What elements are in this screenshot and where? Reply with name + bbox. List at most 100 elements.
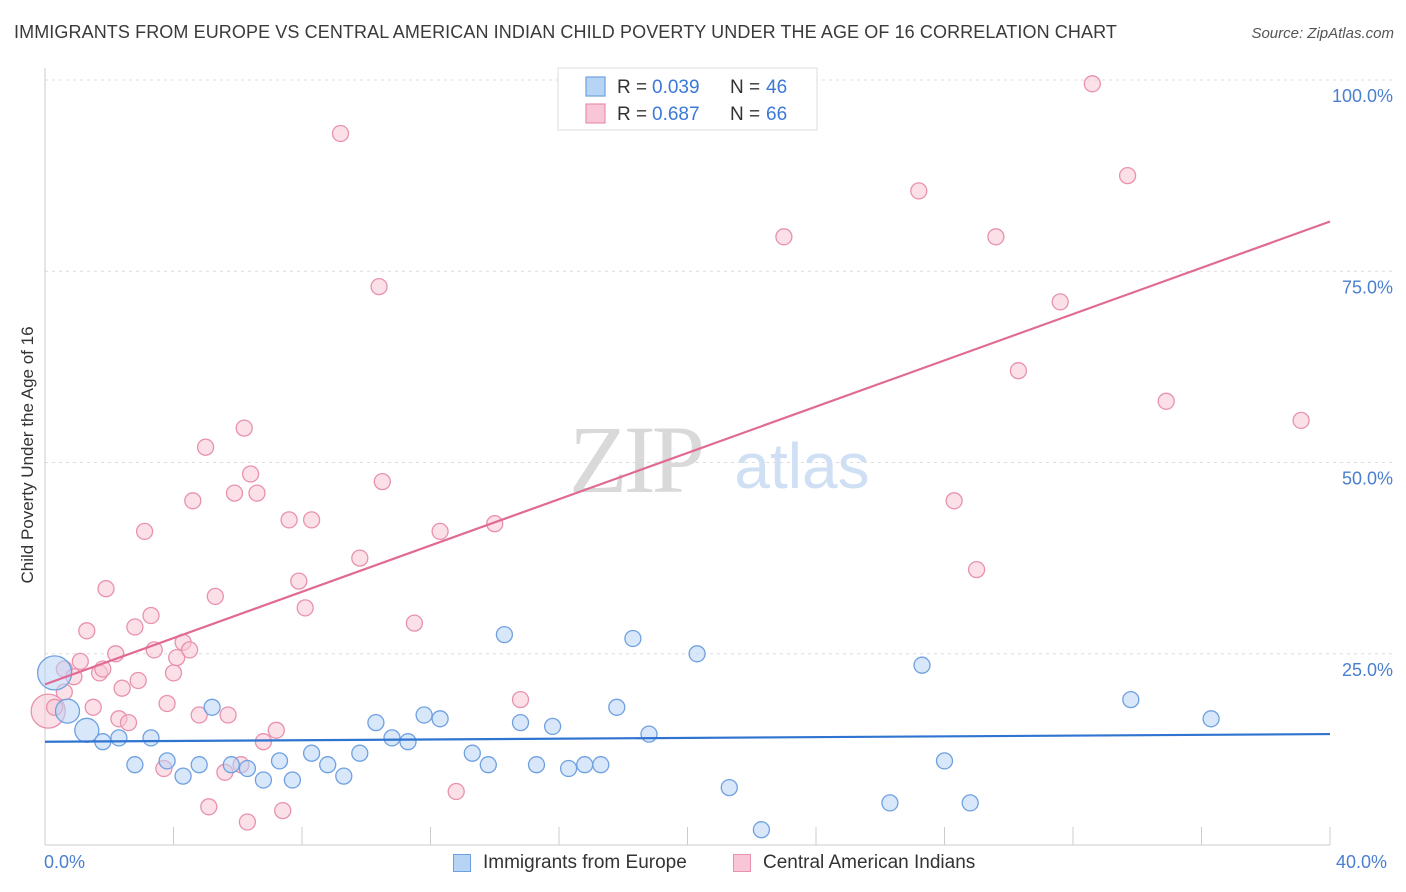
immigrants-from-europe-point[interactable] bbox=[527, 756, 546, 774]
immigrants-from-europe-point[interactable] bbox=[495, 625, 514, 644]
central-american-indians-point[interactable] bbox=[302, 511, 321, 529]
immigrants-from-europe-point[interactable] bbox=[254, 771, 273, 789]
central-american-indians-point[interactable] bbox=[775, 228, 793, 246]
immigrants-from-europe-point[interactable] bbox=[351, 744, 369, 762]
immigrants-from-europe-point[interactable] bbox=[270, 752, 289, 770]
legend-item-central-american-indians[interactable]: Central American Indians bbox=[733, 852, 975, 874]
immigrants-from-europe-point[interactable] bbox=[624, 629, 642, 648]
central-american-indians-point[interactable] bbox=[248, 484, 266, 502]
central-american-indians-point[interactable] bbox=[129, 671, 147, 690]
immigrants-from-europe-point[interactable] bbox=[559, 759, 578, 778]
central-american-indians-point[interactable] bbox=[225, 484, 244, 502]
central-american-indians-point[interactable] bbox=[113, 679, 131, 697]
immigrants-from-europe-point[interactable] bbox=[640, 725, 658, 743]
central-american-indians-point[interactable] bbox=[190, 706, 208, 724]
central-american-indians-point[interactable] bbox=[238, 813, 257, 831]
central-american-indians-point[interactable] bbox=[447, 782, 465, 801]
immigrants-from-europe-point[interactable] bbox=[399, 733, 417, 751]
central-american-indians-point[interactable] bbox=[184, 492, 202, 510]
central-american-indians-point[interactable] bbox=[84, 698, 102, 716]
immigrants-from-europe-point[interactable] bbox=[881, 794, 899, 812]
immigrants-from-europe-point[interactable] bbox=[126, 756, 144, 774]
immigrants-from-europe-point[interactable] bbox=[543, 717, 562, 736]
central-american-indians-point[interactable] bbox=[200, 798, 218, 816]
central-american-indians-point[interactable] bbox=[219, 706, 237, 724]
central-american-indians-point[interactable] bbox=[158, 694, 176, 713]
immigrants-from-europe-point[interactable] bbox=[158, 752, 176, 770]
central-american-indians-point[interactable] bbox=[267, 721, 285, 739]
central-american-indians-point[interactable] bbox=[206, 587, 224, 606]
central-american-indians-point[interactable] bbox=[1009, 362, 1028, 380]
immigrants-from-europe-point[interactable] bbox=[511, 713, 530, 732]
immigrants-from-europe-point[interactable] bbox=[190, 756, 208, 774]
central-american-indians-point[interactable] bbox=[373, 472, 391, 491]
immigrants-from-europe-point[interactable] bbox=[479, 756, 497, 774]
immigrants-from-europe-point[interactable] bbox=[576, 756, 594, 774]
central-american-indians-point[interactable] bbox=[241, 465, 260, 483]
central-american-indians-point[interactable] bbox=[254, 733, 273, 751]
immigrants-from-europe-point[interactable] bbox=[283, 771, 302, 789]
central-american-indians-point[interactable] bbox=[1157, 392, 1175, 410]
immigrants-from-europe-point[interactable] bbox=[367, 713, 385, 732]
trend-line-immigrants-from-europe bbox=[44, 732, 1331, 743]
central-american-indians-point[interactable] bbox=[405, 614, 424, 632]
immigrants-from-europe-point[interactable] bbox=[688, 645, 706, 663]
central-american-indians-point[interactable] bbox=[511, 690, 530, 709]
immigrants-from-europe-point[interactable] bbox=[592, 756, 610, 774]
immigrants-from-europe-point[interactable] bbox=[935, 752, 954, 770]
immigrants-from-europe-point[interactable] bbox=[431, 710, 449, 728]
central-american-indians-point[interactable] bbox=[196, 438, 215, 456]
immigrants-from-europe-point[interactable] bbox=[608, 698, 626, 716]
central-american-indians-point[interactable] bbox=[331, 124, 350, 143]
immigrants-from-europe-point[interactable] bbox=[335, 767, 353, 785]
central-american-indians-point[interactable] bbox=[142, 606, 160, 625]
immigrants-from-europe-point[interactable] bbox=[913, 656, 931, 674]
central-american-indians-point[interactable] bbox=[987, 228, 1005, 246]
immigrants-from-europe-point[interactable] bbox=[36, 655, 73, 691]
central-american-indians-point[interactable] bbox=[486, 515, 504, 533]
central-american-indians-point[interactable] bbox=[135, 522, 154, 541]
immigrants-from-europe-point[interactable] bbox=[174, 767, 192, 785]
central-american-indians-point[interactable] bbox=[71, 652, 89, 671]
central-american-indians-point[interactable] bbox=[235, 419, 253, 437]
immigrants-from-europe-point[interactable] bbox=[222, 756, 240, 774]
central-american-indians-point[interactable] bbox=[78, 622, 96, 640]
central-american-indians-point[interactable] bbox=[1118, 166, 1137, 185]
central-american-indians-point[interactable] bbox=[1292, 411, 1310, 430]
central-american-indians-point[interactable] bbox=[119, 713, 138, 732]
central-american-indians-point[interactable] bbox=[910, 182, 928, 200]
central-american-indians-point[interactable] bbox=[126, 618, 144, 636]
legend-r-value-1: 0.039 bbox=[652, 77, 700, 98]
central-american-indians-point[interactable] bbox=[431, 522, 449, 541]
immigrants-from-europe-point[interactable] bbox=[463, 744, 481, 762]
immigrants-from-europe-point[interactable] bbox=[720, 778, 738, 797]
immigrants-from-europe-point[interactable] bbox=[383, 729, 401, 747]
immigrants-from-europe-point[interactable] bbox=[319, 756, 337, 774]
central-american-indians-point[interactable] bbox=[97, 580, 115, 598]
central-american-indians-point[interactable] bbox=[164, 664, 183, 682]
immigrants-from-europe-point[interactable] bbox=[302, 744, 321, 762]
immigrants-from-europe-point[interactable] bbox=[142, 729, 160, 747]
immigrants-from-europe-point[interactable] bbox=[1122, 690, 1140, 709]
immigrants-from-europe-point[interactable] bbox=[415, 706, 433, 724]
central-american-indians-point[interactable] bbox=[274, 801, 292, 820]
immigrants-from-europe-point[interactable] bbox=[961, 794, 979, 812]
central-american-indians-point[interactable] bbox=[280, 511, 298, 529]
immigrants-from-europe-point[interactable] bbox=[54, 698, 81, 724]
central-american-indians-point[interactable] bbox=[967, 560, 986, 579]
legend-item-immigrants-from-europe[interactable]: Immigrants from Europe bbox=[453, 852, 687, 874]
central-american-indians-point[interactable] bbox=[945, 492, 963, 510]
central-american-indians-point[interactable] bbox=[180, 641, 199, 659]
central-american-indians-point[interactable] bbox=[351, 549, 369, 567]
central-american-indians-point[interactable] bbox=[296, 599, 314, 617]
central-american-indians-point[interactable] bbox=[290, 572, 308, 590]
immigrants-from-europe-point[interactable] bbox=[203, 698, 221, 716]
immigrants-from-europe-point[interactable] bbox=[238, 759, 257, 778]
central-american-indians-point[interactable] bbox=[1083, 75, 1101, 93]
immigrants-from-europe-point[interactable] bbox=[1202, 710, 1220, 728]
central-american-indians-point[interactable] bbox=[1051, 293, 1069, 311]
immigrants-from-europe-point[interactable] bbox=[110, 729, 128, 747]
immigrants-from-europe-point[interactable] bbox=[752, 821, 771, 839]
central-american-indians-point[interactable] bbox=[168, 648, 186, 667]
central-american-indians-point[interactable] bbox=[370, 277, 388, 296]
